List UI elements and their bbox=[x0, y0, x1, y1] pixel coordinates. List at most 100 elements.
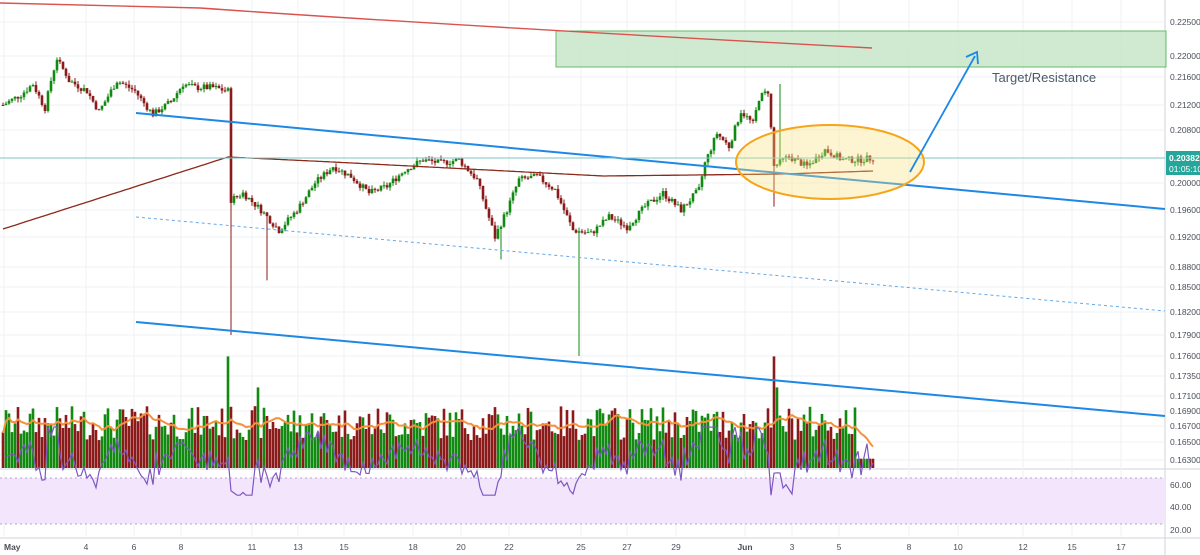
volume-bar bbox=[691, 409, 695, 468]
candle-body bbox=[673, 198, 677, 205]
volume-bar bbox=[466, 433, 470, 468]
candle-body bbox=[19, 97, 23, 99]
price-tick-label: 0.20800 bbox=[1170, 125, 1200, 135]
candle-body bbox=[334, 167, 338, 172]
candle-body bbox=[223, 90, 227, 92]
volume-bar bbox=[568, 428, 572, 468]
candle-body bbox=[670, 198, 674, 202]
candle-body bbox=[634, 220, 638, 224]
candle-body bbox=[844, 158, 848, 160]
candle-body bbox=[109, 89, 113, 97]
volume-bar bbox=[643, 419, 647, 468]
candle-body bbox=[235, 196, 239, 198]
volume-bar bbox=[553, 432, 557, 468]
candle-body bbox=[49, 80, 53, 92]
candle-body bbox=[328, 170, 332, 175]
volume-bar bbox=[148, 434, 152, 468]
target-resistance-zone[interactable] bbox=[555, 30, 1167, 68]
volume-bar bbox=[703, 417, 707, 468]
channel-lower-trendline[interactable] bbox=[135, 321, 1166, 417]
volume-bar bbox=[202, 415, 206, 468]
volume-bar bbox=[199, 434, 203, 468]
volume-bar bbox=[106, 408, 110, 468]
candle-body bbox=[721, 136, 725, 141]
consolidation-ellipse[interactable] bbox=[735, 124, 925, 200]
volume-bar bbox=[367, 413, 371, 468]
candle-body bbox=[310, 187, 314, 191]
candle-body bbox=[445, 160, 449, 165]
candle-body bbox=[682, 204, 686, 213]
candle-body bbox=[616, 219, 620, 221]
time-tick-label: 20 bbox=[456, 542, 466, 552]
candle-body bbox=[841, 159, 845, 161]
time-tick-label: 10 bbox=[953, 542, 963, 552]
channel-middle-trendline[interactable] bbox=[135, 216, 1166, 312]
candle-body bbox=[496, 229, 500, 239]
candle-body bbox=[604, 219, 608, 221]
candle-body bbox=[520, 176, 524, 179]
target-resistance-label: Target/Resistance bbox=[992, 70, 1096, 85]
volume-bar bbox=[400, 434, 404, 468]
candle-body bbox=[442, 159, 446, 161]
volume-bar bbox=[301, 437, 305, 468]
volume-bar bbox=[232, 438, 236, 468]
volume-bar bbox=[238, 432, 242, 468]
candle-body bbox=[448, 163, 452, 165]
candle-body bbox=[397, 175, 401, 182]
candle-body bbox=[481, 185, 485, 200]
candle-body bbox=[577, 231, 581, 233]
volume-bar bbox=[295, 432, 299, 468]
volume-bar bbox=[790, 418, 794, 468]
volume-bar bbox=[676, 424, 680, 468]
candle-body bbox=[268, 216, 272, 224]
volume-bar bbox=[331, 431, 335, 468]
candle-body bbox=[733, 125, 737, 141]
volume-bar bbox=[667, 421, 671, 468]
candle-body bbox=[367, 188, 371, 194]
volume-bar bbox=[616, 413, 620, 468]
volume-bar bbox=[139, 413, 143, 468]
volume-bar bbox=[79, 416, 83, 468]
candle-body bbox=[526, 177, 530, 179]
candle-body bbox=[625, 225, 629, 231]
price-tick-label: 0.18800 bbox=[1170, 262, 1200, 272]
candle-body bbox=[193, 83, 197, 86]
candle-body bbox=[505, 212, 509, 215]
rsi-tick-label: 20.00 bbox=[1170, 525, 1192, 535]
projection-arrow[interactable] bbox=[909, 50, 979, 173]
candle-body bbox=[79, 88, 83, 91]
candle-body bbox=[493, 225, 497, 239]
candle-body bbox=[244, 192, 248, 200]
candle-body bbox=[796, 158, 800, 160]
candle-body bbox=[94, 101, 98, 110]
volume-bar bbox=[115, 419, 119, 468]
volume-bar bbox=[526, 407, 530, 468]
volume-bar bbox=[373, 428, 377, 468]
volume-bar bbox=[622, 437, 626, 468]
volume-bar bbox=[163, 425, 167, 468]
candle-body bbox=[514, 186, 518, 193]
candle-body bbox=[115, 82, 119, 89]
candle-body bbox=[556, 188, 560, 199]
volume-bar bbox=[340, 436, 344, 468]
candle-body bbox=[160, 109, 164, 113]
candle-body bbox=[295, 212, 299, 214]
candle-body bbox=[271, 223, 275, 227]
volume-bar bbox=[688, 420, 692, 468]
volume-bar bbox=[241, 436, 245, 468]
volume-bar bbox=[517, 413, 521, 468]
candle-body bbox=[301, 203, 305, 205]
volume-bar bbox=[133, 411, 137, 468]
candle-body bbox=[166, 101, 170, 104]
channel-upper-trendline[interactable] bbox=[135, 112, 1166, 210]
candle-body bbox=[508, 200, 512, 213]
candle-body bbox=[220, 88, 224, 91]
volume-bar bbox=[151, 439, 155, 468]
candle-body bbox=[10, 98, 14, 101]
time-tick-label: 25 bbox=[576, 542, 586, 552]
volume-bar bbox=[298, 415, 302, 468]
volume-bar bbox=[856, 458, 860, 468]
candle-body bbox=[169, 101, 173, 103]
candle-body bbox=[412, 165, 416, 170]
